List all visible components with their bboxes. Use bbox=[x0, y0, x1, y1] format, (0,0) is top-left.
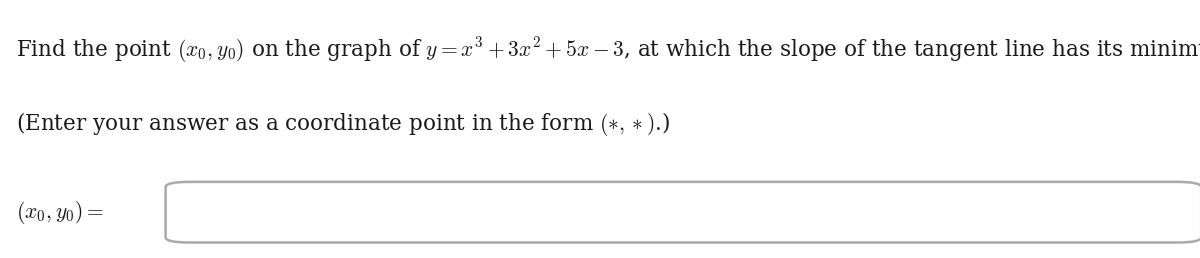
Text: Find the point $(x_0, y_0)$ on the graph of $y = x^3 + 3x^2 + 5x - 3$, at which : Find the point $(x_0, y_0)$ on the graph… bbox=[16, 35, 1200, 64]
FancyBboxPatch shape bbox=[166, 182, 1200, 243]
Text: $(x_0, y_0) =$: $(x_0, y_0) =$ bbox=[16, 199, 104, 226]
Text: (Enter your answer as a coordinate point in the form $(*, *)$.): (Enter your answer as a coordinate point… bbox=[16, 110, 670, 138]
